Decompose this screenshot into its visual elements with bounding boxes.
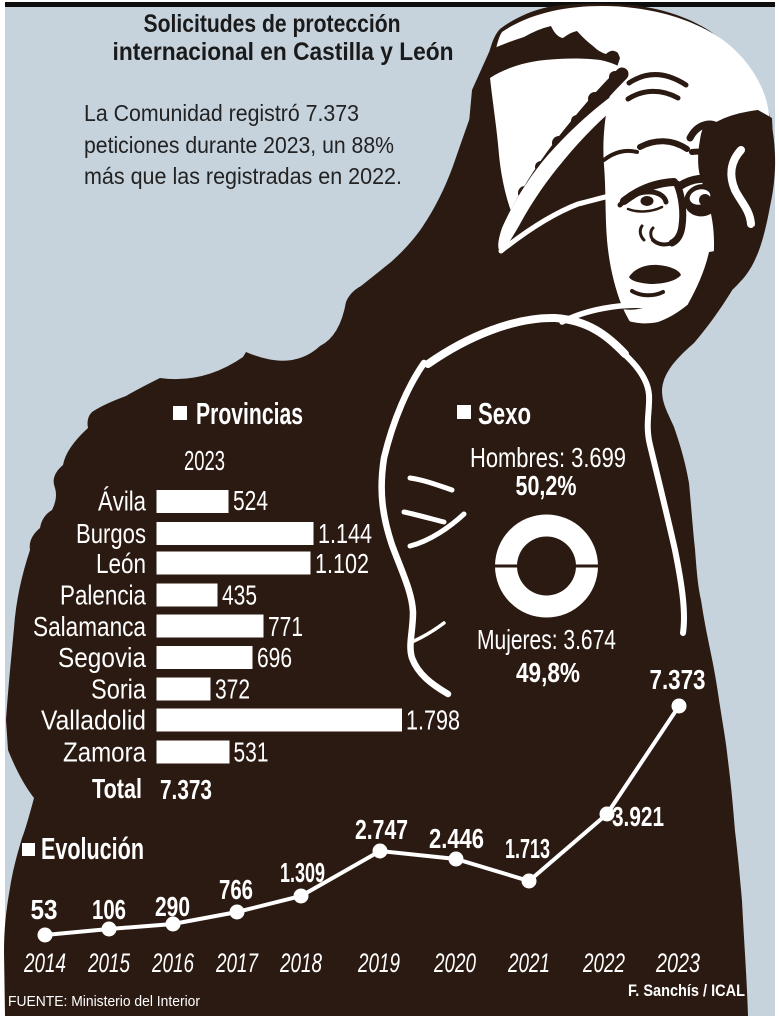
svg-text:1.144: 1.144 — [318, 518, 372, 549]
svg-text:2021: 2021 — [507, 948, 550, 978]
svg-text:Salamanca: Salamanca — [33, 611, 147, 642]
svg-text:Mujeres: 3.674: Mujeres: 3.674 — [477, 624, 616, 655]
svg-text:Provincias: Provincias — [196, 396, 303, 431]
svg-text:Segovia: Segovia — [58, 642, 147, 673]
svg-text:más que las registradas en 202: más que las registradas en 2022. — [84, 163, 402, 189]
svg-text:Evolución: Evolución — [41, 831, 144, 866]
svg-text:Palencia: Palencia — [60, 580, 147, 611]
svg-text:peticiones durante 2023, un 88: peticiones durante 2023, un 88% — [84, 132, 394, 158]
svg-text:FUENTE: Ministerio del Interio: FUENTE: Ministerio del Interior — [8, 993, 200, 1010]
svg-text:7.373: 7.373 — [160, 774, 212, 805]
svg-text:106: 106 — [92, 894, 126, 925]
svg-text:2.747: 2.747 — [355, 814, 408, 845]
svg-text:1.713: 1.713 — [505, 833, 550, 864]
svg-text:internacional en Castilla y Le: internacional en Castilla y León — [113, 38, 454, 66]
svg-text:León: León — [96, 548, 146, 579]
svg-text:2023: 2023 — [655, 948, 700, 978]
svg-text:2.446: 2.446 — [429, 823, 484, 854]
svg-text:2014: 2014 — [23, 948, 66, 978]
svg-text:2015: 2015 — [87, 948, 130, 978]
svg-text:1.798: 1.798 — [406, 705, 460, 736]
svg-text:Zamora: Zamora — [63, 737, 147, 768]
svg-text:290: 290 — [155, 891, 190, 922]
svg-text:2016: 2016 — [151, 948, 194, 978]
svg-text:7.373: 7.373 — [650, 664, 706, 695]
svg-text:Hombres: 3.699: Hombres: 3.699 — [470, 442, 626, 473]
svg-text:2017: 2017 — [215, 948, 258, 978]
svg-text:1.102: 1.102 — [315, 548, 369, 579]
svg-text:3.921: 3.921 — [612, 801, 664, 832]
svg-text:766: 766 — [219, 874, 253, 905]
svg-text:Total: Total — [92, 773, 142, 804]
svg-text:2023: 2023 — [184, 445, 225, 476]
svg-text:Ávila: Ávila — [98, 486, 147, 517]
svg-text:F. Sanchís / ICAL: F. Sanchís / ICAL — [628, 981, 745, 1000]
svg-text:696: 696 — [257, 642, 292, 673]
svg-text:771: 771 — [268, 611, 303, 642]
svg-text:524: 524 — [233, 485, 268, 516]
svg-text:2020: 2020 — [433, 948, 476, 978]
svg-text:Soria: Soria — [91, 674, 147, 705]
svg-text:372: 372 — [215, 674, 250, 705]
svg-text:Burgos: Burgos — [76, 518, 146, 549]
svg-text:50,2%: 50,2% — [516, 470, 577, 501]
svg-text:1.309: 1.309 — [280, 857, 325, 888]
svg-text:Sexo: Sexo — [478, 396, 531, 431]
svg-text:435: 435 — [222, 580, 257, 611]
svg-text:Valladolid: Valladolid — [41, 705, 146, 736]
svg-text:2022: 2022 — [582, 948, 625, 978]
svg-text:53: 53 — [31, 894, 58, 925]
svg-text:La Comunidad registró 7.373: La Comunidad registró 7.373 — [84, 100, 359, 126]
svg-text:531: 531 — [234, 737, 269, 768]
svg-text:Solicitudes de protección: Solicitudes de protección — [144, 10, 401, 38]
svg-text:2019: 2019 — [357, 948, 400, 978]
svg-text:2018: 2018 — [279, 948, 322, 978]
svg-text:49,8%: 49,8% — [516, 657, 580, 688]
